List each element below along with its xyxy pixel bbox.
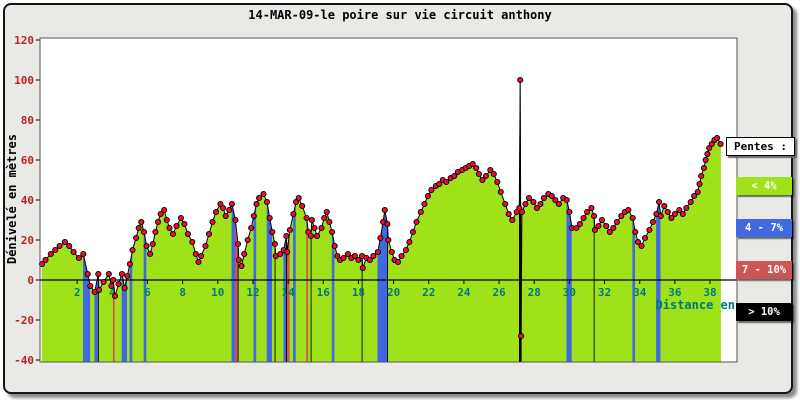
svg-text:-20: -20 <box>14 314 34 327</box>
svg-text:14: 14 <box>281 286 295 299</box>
svg-text:8: 8 <box>179 286 186 299</box>
svg-text:80: 80 <box>21 114 34 127</box>
svg-text:6: 6 <box>144 286 151 299</box>
svg-text:12: 12 <box>246 286 259 299</box>
x-axis-title: Distance en <box>655 298 735 312</box>
svg-text:32: 32 <box>598 286 611 299</box>
svg-text:34: 34 <box>633 286 647 299</box>
svg-text:24: 24 <box>457 286 471 299</box>
svg-text:2: 2 <box>74 286 81 299</box>
legend-item-grade-lt-4: < 4% <box>736 177 792 195</box>
svg-text:30: 30 <box>563 286 576 299</box>
svg-text:20: 20 <box>21 234 34 247</box>
svg-text:28: 28 <box>528 286 541 299</box>
legend-item-grade-gt-10: > 10% <box>736 303 792 321</box>
slopes-legend-button[interactable]: Pentes : <box>726 137 795 156</box>
svg-text:60: 60 <box>21 154 34 167</box>
svg-text:120: 120 <box>14 34 34 47</box>
svg-text:16: 16 <box>317 286 331 299</box>
svg-text:4: 4 <box>109 286 116 299</box>
y-axis-title: Dénivelé en mètres <box>5 133 19 265</box>
svg-text:26: 26 <box>492 286 506 299</box>
svg-text:20: 20 <box>387 286 400 299</box>
svg-text:40: 40 <box>21 194 34 207</box>
svg-text:-40: -40 <box>14 354 34 367</box>
svg-text:36: 36 <box>668 286 682 299</box>
svg-text:100: 100 <box>14 74 34 87</box>
svg-text:0: 0 <box>27 274 34 287</box>
svg-text:18: 18 <box>352 286 365 299</box>
legend-item-grade-7-10: 7 - 10% <box>736 261 792 279</box>
legend-item-grade-4-7: 4 - 7% <box>736 219 792 237</box>
svg-text:10: 10 <box>211 286 224 299</box>
svg-text:22: 22 <box>422 286 435 299</box>
svg-text:38: 38 <box>703 286 716 299</box>
chart-title: 14-MAR-09-le poire sur vie circuit antho… <box>248 8 552 22</box>
